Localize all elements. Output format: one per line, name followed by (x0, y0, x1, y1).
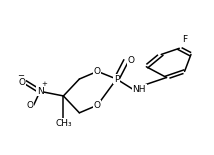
Text: O: O (127, 56, 134, 65)
Text: O: O (27, 101, 34, 110)
Text: O: O (94, 101, 101, 110)
Text: +: + (42, 81, 48, 87)
Text: P: P (114, 75, 119, 84)
Text: NH: NH (132, 84, 146, 93)
Text: O: O (18, 78, 25, 87)
Text: CH₃: CH₃ (55, 119, 72, 128)
Text: N: N (37, 87, 43, 96)
Text: −: − (17, 71, 24, 80)
Text: O: O (94, 67, 101, 76)
Text: F: F (183, 35, 188, 44)
